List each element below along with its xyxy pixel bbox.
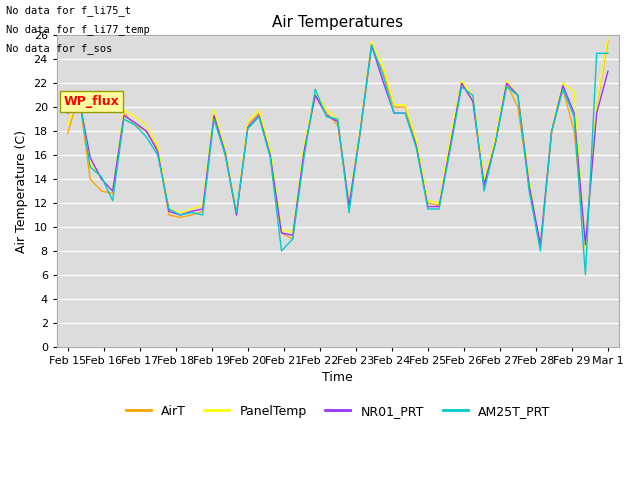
Text: WP_flux: WP_flux <box>64 95 120 108</box>
X-axis label: Time: Time <box>323 372 353 384</box>
Title: Air Temperatures: Air Temperatures <box>272 15 403 30</box>
Y-axis label: Air Temperature (C): Air Temperature (C) <box>15 130 28 252</box>
Text: No data for f_li77_temp: No data for f_li77_temp <box>6 24 150 35</box>
Legend: AirT, PanelTemp, NR01_PRT, AM25T_PRT: AirT, PanelTemp, NR01_PRT, AM25T_PRT <box>121 400 555 423</box>
Text: No data for f_li75_t: No data for f_li75_t <box>6 5 131 16</box>
Text: No data for f_sos: No data for f_sos <box>6 43 113 54</box>
